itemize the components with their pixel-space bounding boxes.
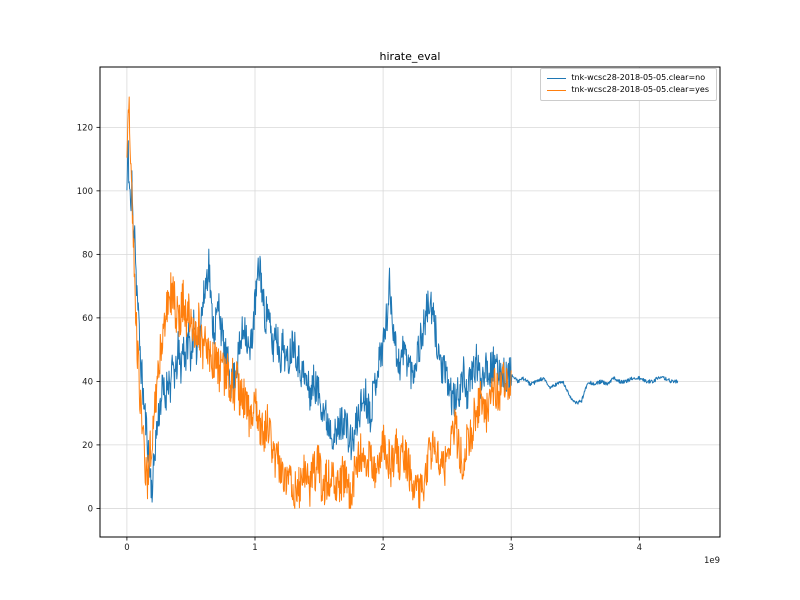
legend-swatch xyxy=(547,77,567,79)
legend: tnk-wcsc28-2018-05-05.clear=no tnk-wcsc2… xyxy=(540,68,717,101)
y-tick-label: 20 xyxy=(82,441,93,451)
x-tick-label: 4 xyxy=(637,543,642,553)
legend-swatch xyxy=(547,89,567,91)
y-tick-label: 60 xyxy=(82,314,93,324)
x-tick-label: 2 xyxy=(380,543,385,553)
x-tick-label: 0 xyxy=(124,543,129,553)
series-line-0 xyxy=(126,140,679,503)
legend-label: tnk-wcsc28-2018-05-05.clear=no xyxy=(571,73,706,82)
y-tick-label: 80 xyxy=(82,250,93,260)
legend-label: tnk-wcsc28-2018-05-05.clear=yes xyxy=(571,85,709,94)
legend-item: tnk-wcsc28-2018-05-05.clear=yes xyxy=(547,84,709,96)
axes-border xyxy=(99,66,721,538)
series-line-1 xyxy=(126,96,512,509)
y-tick-label: 120 xyxy=(77,123,93,133)
y-tick-label: 40 xyxy=(82,377,93,387)
chart-title: hirate_eval xyxy=(379,50,441,63)
legend-item: tnk-wcsc28-2018-05-05.clear=no xyxy=(547,72,709,84)
x-tick-label: 1 xyxy=(252,543,257,553)
y-tick-label: 100 xyxy=(77,187,93,197)
x-axis-offset-label: 1e9 xyxy=(704,556,720,566)
y-tick-label: 0 xyxy=(88,504,93,514)
x-tick-label: 3 xyxy=(508,543,513,553)
